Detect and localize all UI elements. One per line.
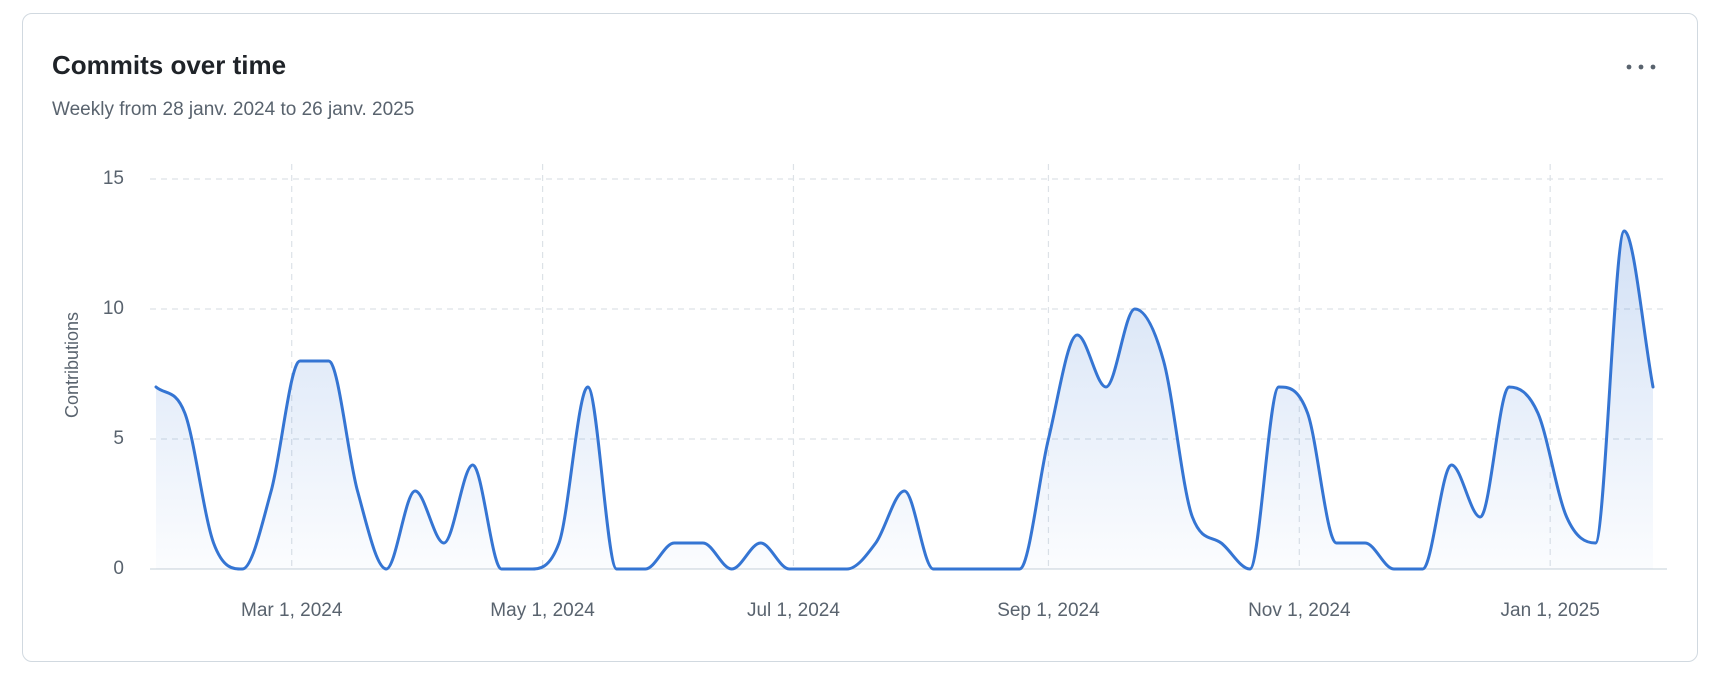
menu-dot — [1626, 64, 1632, 70]
line — [154, 229, 1655, 571]
x-tick-label: Sep 1, 2024 — [997, 600, 1100, 621]
chart-subtitle: Weekly from 28 janv. 2024 to 26 janv. 20… — [52, 99, 414, 120]
x-tick-label: May 1, 2024 — [490, 600, 595, 621]
y-tick-label: 10 — [103, 298, 124, 319]
x-tick-label: Jan 1, 2025 — [1501, 600, 1600, 621]
x-tick-label: Mar 1, 2024 — [241, 600, 343, 621]
menu-dot — [1638, 64, 1644, 70]
chart-title: Commits over time — [52, 50, 286, 80]
x-tick-label: Nov 1, 2024 — [1248, 600, 1351, 621]
y-tick-label: 0 — [113, 558, 124, 579]
x-tick-label: Jul 1, 2024 — [747, 600, 840, 621]
y-tick-label: 5 — [113, 428, 124, 449]
menu-button[interactable] — [1626, 64, 1656, 70]
y-axis-label: Contributions — [62, 312, 82, 418]
area — [156, 231, 1653, 569]
menu-dot — [1650, 64, 1656, 70]
y-tick-label: 15 — [103, 168, 124, 189]
